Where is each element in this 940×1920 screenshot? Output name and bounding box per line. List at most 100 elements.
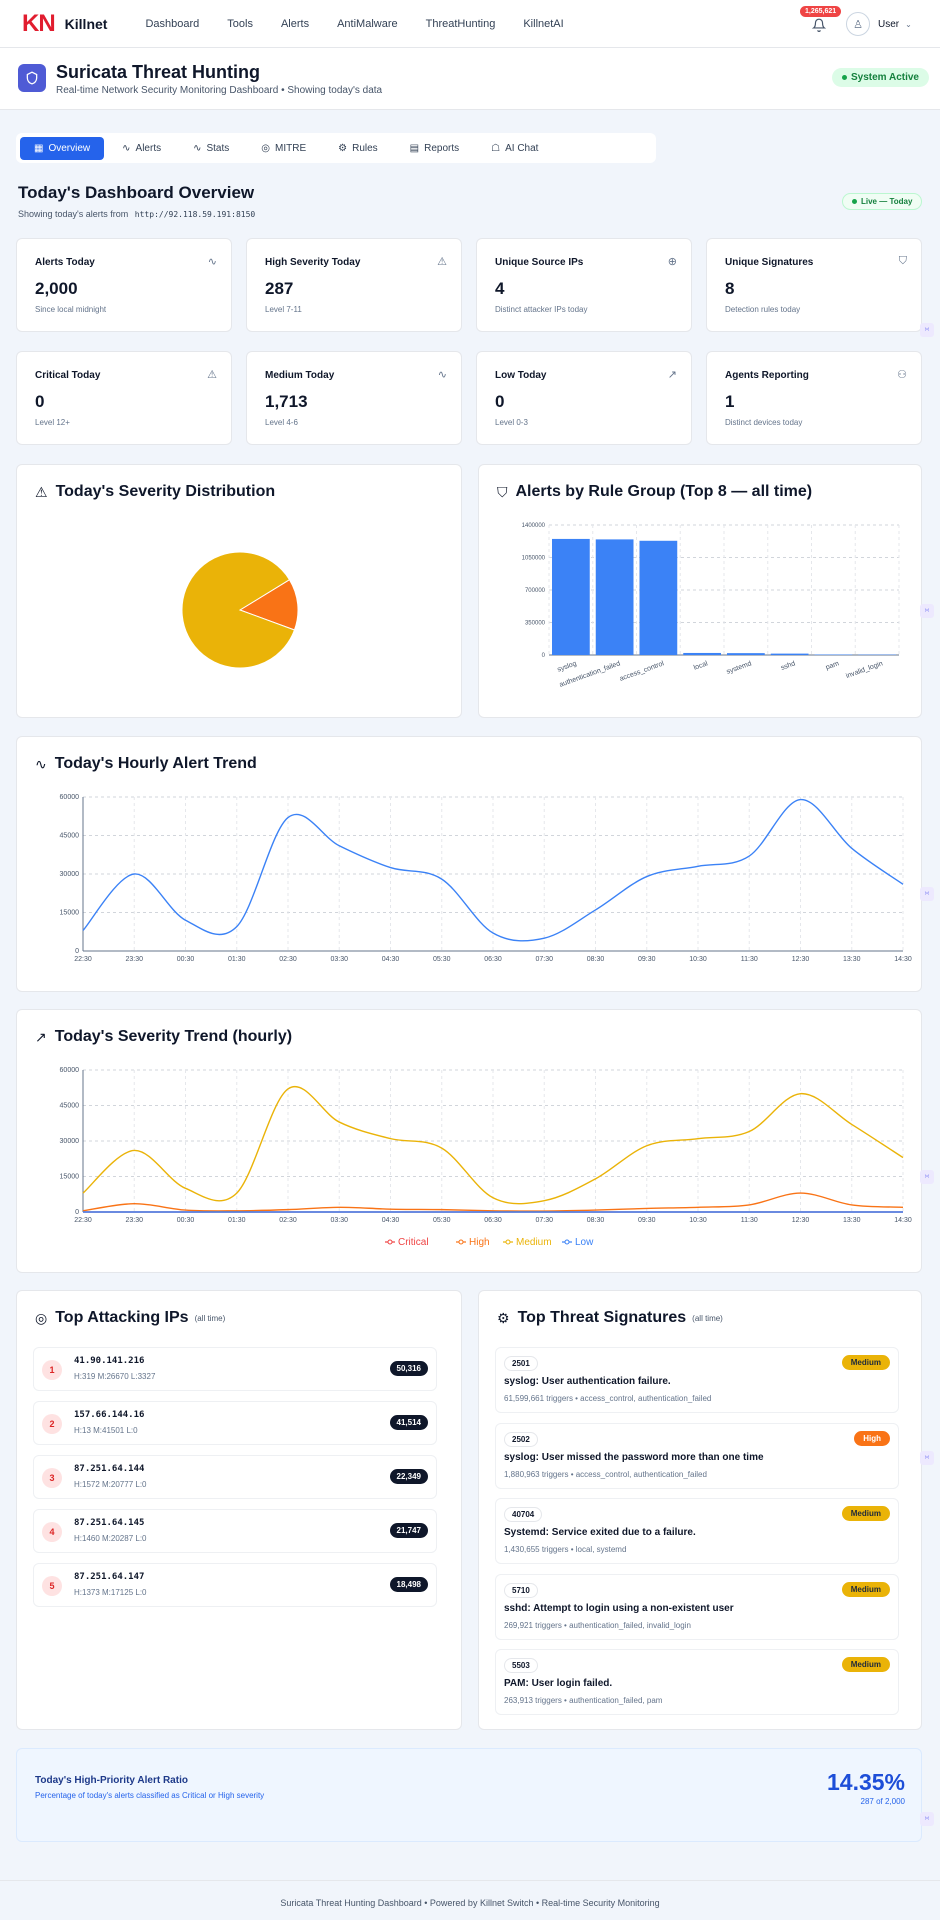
nav-item-antimalware[interactable]: AntiMalware [337,17,398,30]
signature-meta: 61,599,661 triggers • access_control, au… [504,1394,712,1403]
side-collapse-handle[interactable]: ›‹ [920,1451,934,1465]
stat-label: High Severity Today [265,257,361,268]
legend-label[interactable]: High [469,1237,490,1248]
rule-group-card: ⛉ Alerts by Rule Group (Top 8 — all time)… [478,464,922,718]
x-tick-label: 09:30 [638,956,656,963]
tab-alerts[interactable]: ∿ Alerts [108,137,175,160]
bar [639,540,678,655]
list-item[interactable]: 1 41.90.141.216 H:319 M:26670 L:3327 50,316 [33,1347,437,1391]
list-item[interactable]: 5 87.251.64.147 H:1373 M:17125 L:0 18,498 [33,1563,437,1607]
stat-card: Alerts Today ∿ 2,000 Since local midnight [16,238,232,332]
severity-distribution-card: ⚠ Today's Severity Distribution [16,464,462,718]
stat-note: Distinct attacker IPs today [495,305,588,314]
stat-card: Low Today ↗ 0 Level 0-3 [476,351,692,445]
y-tick-label: 0 [542,653,546,659]
signature-meta: 1,880,963 triggers • access_control, aut… [504,1469,707,1479]
stat-value: 287 [265,279,294,298]
stat-card: Medium Today ∿ 1,713 Level 4-6 [246,351,462,445]
activity-icon: ∿ [207,256,217,268]
bar-chart: 035000070000010500001400000syslogauthent… [522,523,900,689]
notification-badge: 1,265,621 [800,6,842,17]
grid-icon: ▦ [34,142,44,154]
title-text: Today's Severity Distribution [55,483,276,500]
bar [770,653,809,655]
card-title: ⛉ Alerts by Rule Group (Top 8 — all time) [497,483,812,501]
y-tick-label: 30000 [60,1138,80,1145]
nav-item-killnetai[interactable]: KillnetAI [523,17,564,30]
hourly-trend-card: ∿ Today's Hourly Alert Trend 0 15000 30000 4… [16,736,922,992]
side-collapse-handle[interactable]: ›‹ [920,887,934,901]
avatar: ♙ [846,12,870,36]
list-item[interactable]: 3 87.251.64.144 H:1572 M:20777 L:0 22,349 [33,1455,437,1499]
rank-badge: 2 [42,1414,62,1434]
nav-item-dashboard[interactable]: Dashboard [145,17,200,30]
title-text: Today's Hourly Alert Trend [54,755,257,772]
stat-note: Distinct devices today [725,418,803,427]
tab-ai-chat[interactable]: ☖ AI Chat [477,137,552,160]
legend-label[interactable]: Medium [516,1237,552,1248]
stat-value: 8 [725,279,735,298]
x-tick-label: 14:30 [894,956,912,963]
y-tick-label: 15000 [60,1174,80,1181]
side-collapse-handle[interactable]: ›‹ [920,1812,934,1826]
nav-item-alerts[interactable]: Alerts [280,17,310,30]
stat-note: Since local midnight [35,305,107,314]
tab-mitre[interactable]: ◎ MITRE [247,137,320,160]
x-tick-label: 07:30 [535,1217,553,1224]
x-tick-label: 22:30 [74,1217,92,1224]
x-tick-label: 05:30 [433,956,451,963]
series-line-medium [82,1085,904,1205]
y-tick-label: 0 [75,1209,79,1216]
bell-icon[interactable] [812,18,826,32]
stat-note: Level 0-3 [495,418,528,427]
signature-meta: 1,430,655 triggers • local, systemd [504,1545,627,1554]
tab-reports[interactable]: ▤ Reports [396,137,473,160]
signature-name: Systemd: Service exited due to a failure… [504,1527,696,1538]
stat-value: 2,000 [35,279,78,298]
server-url: http://92.118.59.191:8150 [134,210,256,219]
count-badge: 50,316 [389,1361,428,1376]
list-item[interactable]: 2501 Medium syslog: User authentication fa… [495,1347,899,1413]
side-collapse-handle[interactable]: ›‹ [920,1170,934,1184]
line-chart: 0 15000 30000 45000 60000 22:30 23:30 00:30 01:3… [60,1067,912,1248]
list-item[interactable]: 2 157.66.144.16 H:13 M:41501 L:0 41,514 [33,1401,437,1445]
x-tick-label: 14:30 [894,1217,912,1224]
stat-note: Level 4-6 [265,418,298,427]
x-tick-label: invalid_login [845,660,884,680]
severity-badge: Medium [841,1581,890,1597]
page-header: Suricata Threat Hunting Real-time Networ… [0,48,940,110]
stat-card: Critical Today ⚠ 0 Level 12+ [16,351,232,445]
legend-label[interactable]: Critical [398,1237,429,1248]
legend-label[interactable]: Low [575,1237,594,1248]
list-item[interactable]: 40704 Medium Systemd: Service exited due t… [495,1498,899,1564]
list-item[interactable]: 5503 Medium PAM: User login failed. 263,913… [495,1649,899,1715]
list-item[interactable]: 2502 High syslog: User missed the password… [495,1422,899,1489]
target-icon: ◎ [261,142,271,154]
bot-icon: ☖ [491,142,501,154]
logo[interactable]: KN [22,9,56,37]
list-item[interactable]: 5710 Medium sshd: Attempt to login using a… [495,1573,899,1640]
side-collapse-handle[interactable]: ›‹ [920,323,934,337]
stat-label: Unique Signatures [725,257,814,268]
x-tick-label: 02:30 [279,956,297,963]
x-tick-label: 06:30 [484,956,502,963]
list-item[interactable]: 4 87.251.64.145 H:1460 M:20287 L:0 21,747 [33,1509,437,1553]
nav-item-tools[interactable]: Tools [227,17,253,30]
y-tick-label: 45000 [60,833,80,840]
x-tick-label: 13:30 [843,956,861,963]
side-collapse-handle[interactable]: ›‹ [920,604,934,618]
rank-badge: 5 [42,1576,62,1596]
tab-rules[interactable]: ⚙ Rules [324,137,392,160]
y-tick-label: 1400000 [522,523,546,529]
warning-icon: ⚠ [437,256,447,268]
x-tick-label: 09:30 [638,1217,656,1224]
tab-stats[interactable]: ∿ Stats [179,137,243,160]
x-tick-label: 22:30 [74,956,92,963]
x-tick-label: 11:30 [741,956,758,963]
card-title: ⚠ Today's Severity Distribution [35,483,275,501]
x-tick-label: access_control [619,660,666,683]
user-menu[interactable]: ♙ User ⌄ [846,12,912,36]
nav-item-threathunting[interactable]: ThreatHunting [425,17,496,30]
top-attacking-ips-card: ◎ Top Attacking IPs (all time) 1 41.90.141.… [16,1290,462,1730]
tab-overview[interactable]: ▦ Overview [20,136,105,160]
